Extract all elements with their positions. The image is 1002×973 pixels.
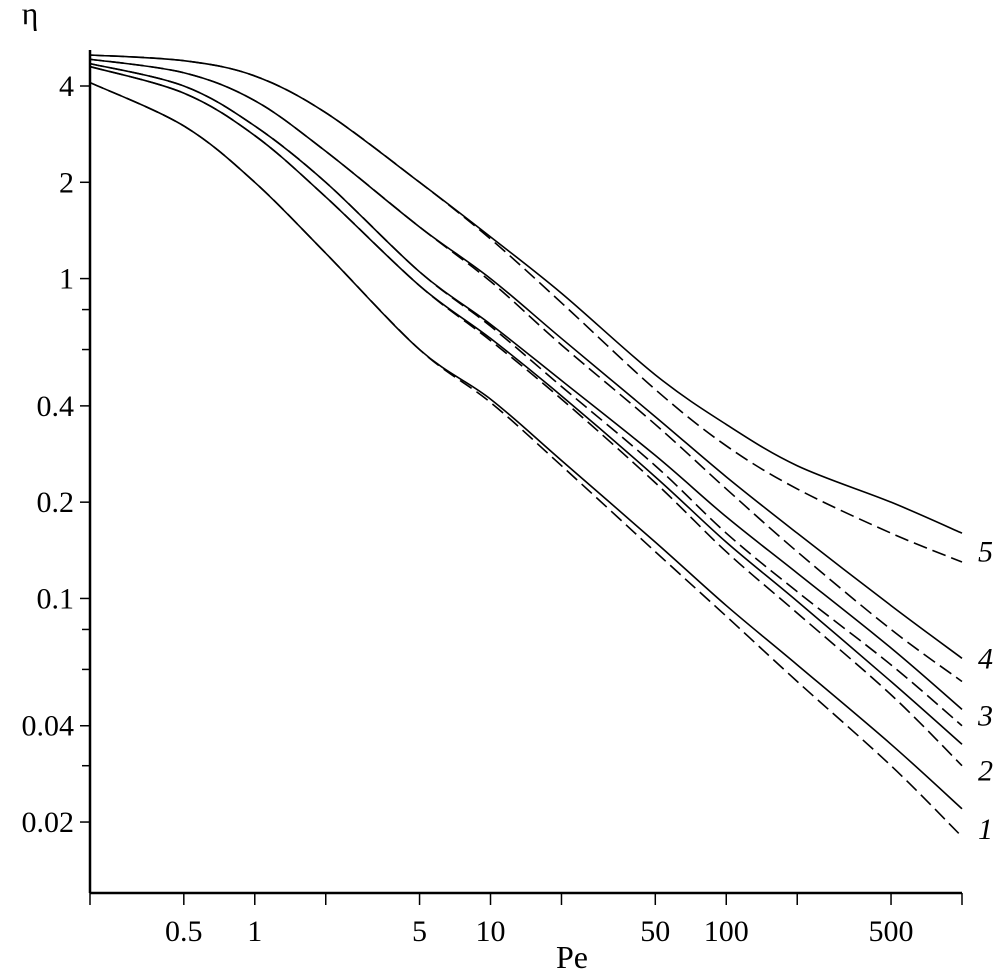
- curve-2-dashed: [89, 65, 963, 767]
- y-tick-label-0: 0.02: [22, 806, 75, 839]
- y-tick-label-1: 0.04: [22, 710, 75, 743]
- curve-3-solid: [89, 62, 963, 710]
- y-tick-label-7: 4: [59, 70, 74, 103]
- x-tick-label-5: 100: [704, 915, 749, 948]
- curve-label-2: 2: [978, 754, 993, 787]
- x-tick-label-4: 50: [640, 915, 670, 948]
- y-axis-title: η: [22, 0, 39, 31]
- axes: [88, 50, 962, 895]
- curve-4-dashed: [89, 58, 963, 683]
- curve-5-dashed: [89, 54, 963, 563]
- curve-label-1: 1: [978, 813, 993, 846]
- curve-5-solid: [89, 54, 963, 534]
- curve-4-solid: [89, 58, 963, 659]
- curves: [89, 54, 963, 838]
- x-tick-label-0: 0.5: [165, 915, 203, 948]
- curve-label-5: 5: [978, 536, 993, 569]
- y-tick-label-5: 1: [59, 263, 74, 296]
- x-tick-label-6: 500: [869, 915, 914, 948]
- curve-1-dashed: [89, 81, 963, 838]
- labels: 1 2 3 4 5: [977, 536, 993, 846]
- curve-label-4: 4: [978, 642, 993, 675]
- ticks: 0.02 0.04 0.1 0.2 0.4 1 2 4 0.5 1 5 10 50 100 500: [22, 70, 963, 948]
- y-tick-label-3: 0.2: [37, 486, 75, 519]
- y-tick-label-6: 2: [59, 166, 74, 199]
- curve-label-3: 3: [977, 700, 993, 733]
- curve-3-dashed: [89, 62, 963, 727]
- x-tick-label-3: 10: [476, 915, 506, 948]
- y-tick-label-4: 0.4: [37, 390, 75, 423]
- x-tick-label-2: 5: [412, 915, 427, 948]
- y-tick-label-2: 0.1: [37, 582, 75, 615]
- x-axis-title: Pe: [556, 939, 588, 973]
- x-tick-label-1: 1: [247, 915, 262, 948]
- curve-1-solid: [89, 81, 963, 810]
